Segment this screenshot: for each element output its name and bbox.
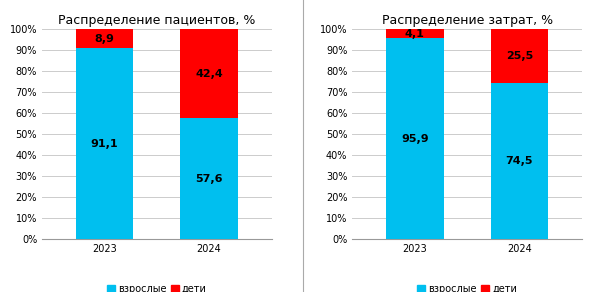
Text: 4,1: 4,1 [405,29,425,39]
Bar [386,29,443,38]
Bar [76,48,133,239]
Text: 91,1: 91,1 [91,139,118,149]
Bar [491,83,548,239]
Legend: взрослые, дети: взрослые, дети [413,280,521,292]
Bar [76,29,133,48]
Legend: взрослые, дети: взрослые, дети [103,280,211,292]
Bar [181,29,238,118]
Bar [181,118,238,239]
Bar [491,29,548,83]
Text: 42,4: 42,4 [195,69,223,79]
Text: 95,9: 95,9 [401,134,428,144]
Bar [386,38,443,239]
Text: 57,6: 57,6 [196,174,223,184]
Text: 74,5: 74,5 [506,156,533,166]
Text: 25,5: 25,5 [506,51,533,61]
Title: Распределение пациентов, %: Распределение пациентов, % [58,14,256,27]
Title: Распределение затрат, %: Распределение затрат, % [382,14,553,27]
Text: 8,9: 8,9 [95,34,115,44]
